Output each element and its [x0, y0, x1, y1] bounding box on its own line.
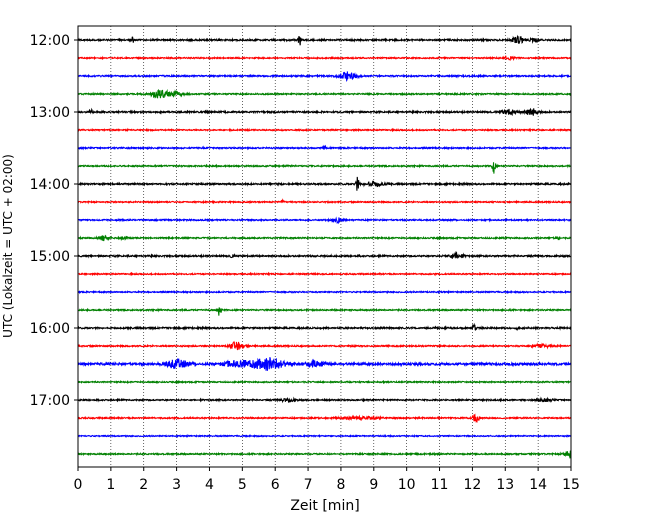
x-tick-label: 11 — [431, 477, 449, 493]
x-tick-label: 5 — [238, 477, 247, 493]
trace-1300 — [77, 107, 572, 117]
trace-1330 — [77, 144, 572, 151]
trace-1345 — [77, 162, 572, 174]
y-tick-label: 17:00 — [30, 393, 70, 409]
traces-group — [77, 34, 572, 459]
x-tick-label: 0 — [74, 477, 83, 493]
trace-1500 — [77, 250, 572, 260]
y-axis-ticks: 12:00 13:00 14:00 15:00 16:00 17:00 — [30, 33, 78, 409]
trace-1245 — [77, 88, 572, 99]
plot-frame — [77, 25, 572, 468]
trace-1200 — [77, 34, 572, 46]
x-tick-label: 15 — [562, 477, 580, 493]
x-tick-label: 9 — [369, 477, 378, 493]
trace-1445 — [77, 234, 572, 242]
trace-1315 — [77, 127, 572, 133]
y-tick-label: 14:00 — [30, 177, 70, 193]
x-tick-label: 6 — [271, 477, 280, 493]
x-tick-label: 10 — [398, 477, 416, 493]
trace-1215 — [77, 55, 572, 62]
trace-1415 — [77, 198, 572, 205]
x-tick-label: 8 — [336, 477, 345, 493]
trace-1615 — [77, 340, 572, 351]
trace-1630 — [77, 357, 572, 371]
trace-1730 — [77, 433, 572, 439]
trace-1645 — [77, 379, 572, 385]
trace-1400 — [77, 176, 572, 191]
y-tick-label: 13:00 — [30, 105, 70, 121]
x-tick-label: 12 — [463, 477, 481, 493]
x-tick-label: 14 — [529, 477, 547, 493]
x-tick-label: 13 — [496, 477, 514, 493]
y-tick-label: 16:00 — [30, 321, 70, 337]
trace-1430 — [77, 216, 572, 225]
x-tick-label: 7 — [304, 477, 313, 493]
x-tick-label: 1 — [106, 477, 115, 493]
trace-1530 — [77, 289, 572, 295]
trace-1745 — [77, 449, 572, 459]
trace-1600 — [77, 322, 572, 332]
y-tick-label: 15:00 — [30, 249, 70, 265]
x-tick-label: 3 — [172, 477, 181, 493]
y-axis-label: UTC (Lokalzeit = UTC + 02:00) — [1, 154, 15, 338]
trace-1715 — [77, 413, 572, 424]
x-axis-label: Zeit [min] — [290, 498, 359, 514]
x-tick-label: 4 — [205, 477, 214, 493]
y-tick-label: 12:00 — [30, 33, 70, 49]
trace-1230 — [77, 71, 572, 83]
trace-1700 — [77, 396, 572, 404]
trace-1545 — [77, 307, 572, 316]
x-axis-ticks: 0 1 2 3 4 5 6 7 8 9 10 11 12 13 14 15 — [74, 467, 580, 493]
x-tick-label: 2 — [139, 477, 148, 493]
trace-1515 — [77, 271, 572, 277]
